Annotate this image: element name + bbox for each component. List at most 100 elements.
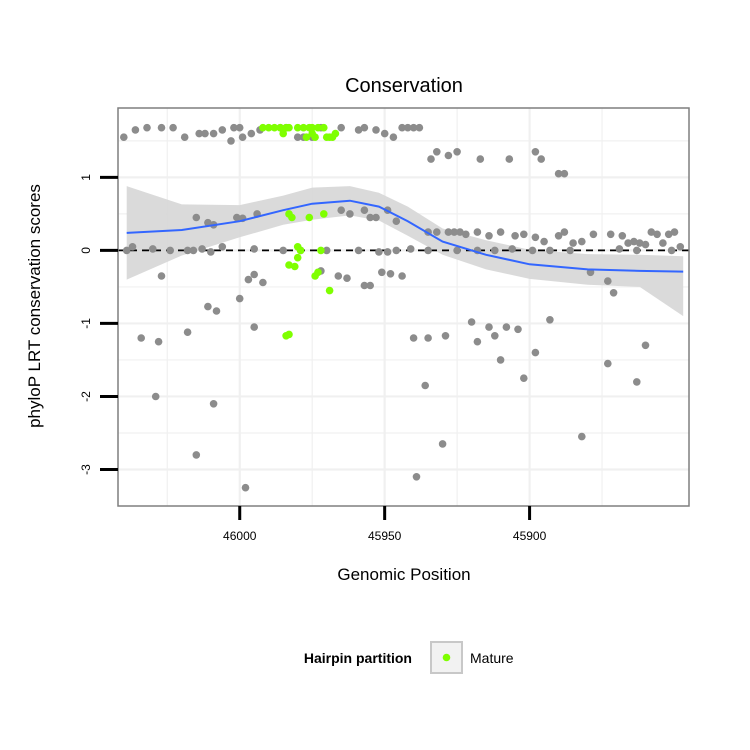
data-point-other: [433, 228, 441, 236]
data-point-other: [604, 277, 612, 285]
data-point-other: [128, 243, 137, 251]
data-point-other: [520, 230, 528, 239]
data-point-other: [537, 155, 545, 163]
data-point-mature: [317, 246, 325, 255]
data-point-other: [630, 237, 638, 246]
data-point-other: [453, 246, 461, 255]
data-point-other: [149, 245, 157, 253]
data-point-other: [615, 245, 624, 253]
data-point-other: [606, 230, 615, 239]
data-point-mature: [259, 123, 267, 132]
data-point-other: [398, 272, 406, 280]
data-point-other: [653, 230, 661, 239]
data-point-other: [444, 228, 453, 236]
data-point-other: [354, 126, 363, 134]
data-point-other: [485, 323, 493, 331]
data-point-other: [664, 230, 673, 239]
data-point-mature: [308, 123, 317, 132]
data-point-other: [383, 248, 392, 256]
data-point-other: [235, 123, 244, 132]
data-point-other: [569, 239, 577, 247]
data-point-other: [554, 169, 563, 178]
data-point-other: [441, 332, 450, 340]
data-point-other: [398, 123, 406, 132]
data-point-other: [183, 328, 192, 337]
data-point-other: [241, 483, 250, 492]
data-point-other: [122, 246, 131, 255]
data-point-other: [244, 275, 253, 284]
data-point-other: [604, 359, 612, 368]
data-point-other: [137, 334, 145, 342]
data-point-other: [540, 237, 548, 246]
data-point-other: [360, 281, 369, 290]
data-point-other: [502, 323, 511, 331]
data-point-other: [169, 123, 177, 132]
data-point-mature: [308, 129, 317, 138]
data-point-other: [209, 129, 218, 138]
data-point-other: [531, 348, 540, 357]
data-point-other: [659, 239, 667, 247]
data-point-other: [491, 332, 499, 340]
data-point-other: [259, 278, 267, 287]
data-point-other: [238, 133, 247, 141]
data-point-other: [198, 245, 206, 253]
data-point-mature: [311, 272, 319, 280]
data-point-mature: [314, 123, 322, 132]
legend-key-mature-dot: [442, 653, 451, 662]
panel-background: [118, 108, 689, 506]
data-point-other: [406, 245, 415, 253]
data-point-mature: [291, 262, 299, 271]
data-point-other: [560, 228, 569, 236]
data-point-other: [641, 240, 650, 249]
x-axis-title: Genomic Position: [337, 565, 470, 584]
data-point-other: [676, 243, 685, 251]
data-point-mature: [299, 123, 308, 132]
data-point-other: [227, 137, 235, 145]
data-point-other: [392, 246, 401, 255]
data-point-other: [670, 228, 679, 236]
data-point-other: [372, 213, 380, 222]
data-point-other: [386, 270, 395, 278]
data-point-mature: [325, 286, 334, 295]
y-tick-label: -2: [79, 391, 93, 402]
data-point-other: [511, 232, 519, 240]
data-point-other: [566, 246, 574, 255]
data-point-other: [360, 123, 369, 132]
plot-panel: 46000 45950 45900 -3 -2 -1 0 1: [79, 107, 690, 543]
data-point-other: [453, 148, 461, 156]
y-tick-label: -3: [79, 464, 93, 475]
y-tick-label: -1: [79, 318, 93, 329]
data-point-other: [180, 133, 189, 141]
data-point-mature: [331, 129, 340, 138]
x-tick-label: 45900: [513, 529, 547, 543]
data-point-other: [235, 294, 244, 303]
data-point-mature: [285, 123, 293, 132]
data-point-mature: [282, 332, 290, 340]
data-point-other: [496, 228, 505, 236]
chart-title: Conservation: [345, 75, 463, 97]
data-point-other: [424, 334, 432, 342]
y-tick-label: 1: [79, 174, 93, 181]
data-point-mature: [285, 261, 293, 269]
data-point-other: [233, 213, 241, 222]
data-point-other: [609, 289, 618, 297]
data-point-other: [380, 129, 389, 138]
data-point-other: [667, 246, 676, 255]
data-point-other: [250, 270, 258, 279]
data-point-other: [204, 218, 212, 227]
data-point-other: [633, 378, 641, 386]
data-point-mature: [302, 133, 311, 141]
data-point-mature: [279, 129, 288, 138]
data-point-other: [444, 151, 453, 160]
data-point-other: [334, 272, 343, 280]
data-point-other: [635, 239, 644, 247]
data-point-other: [189, 246, 198, 255]
data-point-other: [195, 129, 203, 138]
data-point-other: [491, 246, 499, 255]
data-point-other: [505, 155, 514, 163]
data-point-other: [154, 337, 163, 346]
data-point-other: [496, 356, 505, 364]
data-point-other: [476, 155, 485, 163]
data-point-other: [337, 206, 346, 214]
